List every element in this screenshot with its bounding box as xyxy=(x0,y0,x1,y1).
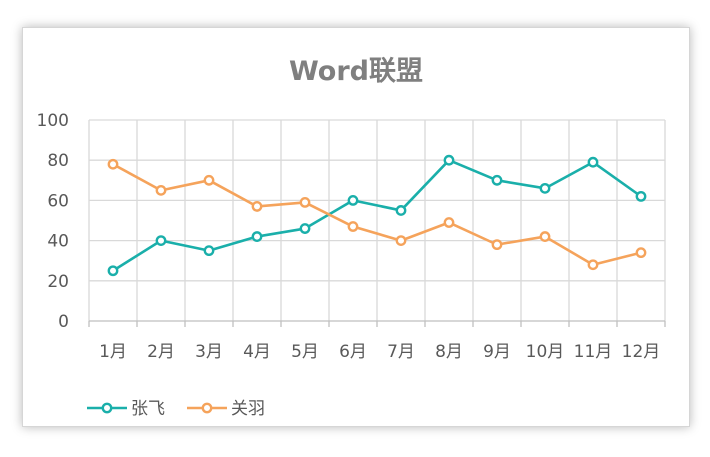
x-tick-label: 9月 xyxy=(483,342,511,362)
legend-item-1: 关羽 xyxy=(187,399,265,419)
legend-swatch-marker xyxy=(101,402,113,414)
series-line xyxy=(111,158,643,273)
data-point xyxy=(107,158,119,170)
y-tick-label: 0 xyxy=(58,312,69,332)
y-tick-label: 40 xyxy=(47,232,69,252)
y-tick-label: 80 xyxy=(47,151,69,171)
x-tick-label: 7月 xyxy=(387,342,415,362)
legend-label: 张飞 xyxy=(131,399,165,419)
series-line xyxy=(111,162,643,267)
x-tick-label: 8月 xyxy=(435,342,463,362)
grid-layer xyxy=(88,119,666,321)
data-point xyxy=(251,231,263,242)
data-point xyxy=(347,221,359,232)
data-point xyxy=(443,154,455,166)
series-layer xyxy=(107,154,647,277)
data-point xyxy=(635,190,647,202)
x-tick-label: 12月 xyxy=(622,342,661,362)
series-1 xyxy=(107,158,647,271)
data-point xyxy=(299,197,311,208)
legend: 张飞 关羽 xyxy=(87,399,265,419)
data-point xyxy=(347,194,359,206)
x-tick-label: 1月 xyxy=(99,342,127,362)
chart-title: Word联盟 xyxy=(289,56,423,87)
data-point xyxy=(155,235,167,247)
y-tick-label: 100 xyxy=(37,111,69,131)
data-point xyxy=(491,174,503,186)
data-point xyxy=(587,156,599,168)
x-tick-label: 4月 xyxy=(243,342,271,362)
x-tick-label: 10月 xyxy=(526,342,565,362)
data-point xyxy=(491,239,503,251)
data-point xyxy=(587,259,599,271)
data-point xyxy=(539,231,551,242)
x-tick-label: 2月 xyxy=(147,342,175,362)
data-point xyxy=(443,217,455,228)
data-point xyxy=(395,205,407,216)
data-point xyxy=(635,247,647,259)
y-tick-label: 20 xyxy=(47,272,69,292)
data-point xyxy=(155,184,167,196)
data-point xyxy=(107,265,119,277)
data-point xyxy=(299,223,311,234)
y-tick-label: 60 xyxy=(47,191,69,211)
x-tick-label: 6月 xyxy=(339,342,367,362)
chart-frame: Word联盟 0 20 40 60 80 100 1月 2月 3月 4月 5月 6月 7月 8月 9月 10月… xyxy=(22,27,690,427)
x-tick-label: 11月 xyxy=(574,342,613,362)
line-chart: Word联盟 0 20 40 60 80 100 1月 2月 3月 4月 5月 6月 7月 8月 9月 10月… xyxy=(37,56,666,419)
data-point xyxy=(203,174,215,186)
data-point xyxy=(539,182,551,194)
x-tick-label: 5月 xyxy=(291,342,319,362)
axis-layer: 0 20 40 60 80 100 1月 2月 3月 4月 5月 6月 7月 8月 9月 10月 11月 12月 xyxy=(37,111,666,362)
data-point xyxy=(251,201,263,212)
series-0 xyxy=(107,154,647,277)
legend-label: 关羽 xyxy=(231,399,265,419)
legend-swatch-marker xyxy=(201,402,213,414)
data-point xyxy=(203,245,215,257)
data-point xyxy=(395,235,407,247)
legend-item-0: 张飞 xyxy=(87,399,165,419)
x-tick-label: 3月 xyxy=(195,342,223,362)
